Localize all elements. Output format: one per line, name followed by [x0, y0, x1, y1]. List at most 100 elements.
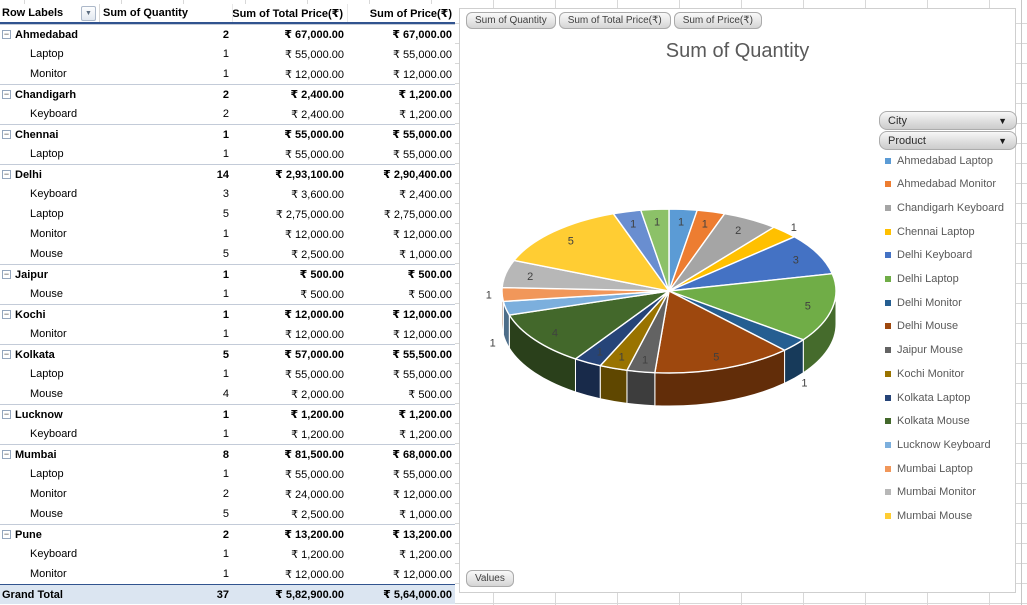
- price-cell[interactable]: ₹ 5,64,000.00: [383, 589, 452, 601]
- quantity-cell[interactable]: 1: [222, 408, 229, 421]
- total-price-cell[interactable]: ₹ 500.00: [300, 288, 344, 301]
- row-label-cell[interactable]: − Chandigarh: [0, 85, 100, 104]
- total-price-cell[interactable]: ₹ 5,82,900.00: [275, 589, 344, 601]
- total-price-cell[interactable]: ₹ 57,000.00: [284, 349, 344, 361]
- row-label-cell[interactable]: Monitor: [0, 564, 100, 584]
- field-button-sum-of-price-[interactable]: Sum of Price(₹): [673, 12, 762, 29]
- row-label-cell[interactable]: − Delhi: [0, 165, 100, 184]
- total-price-cell[interactable]: ₹ 1,200.00: [290, 409, 344, 421]
- row-label-cell[interactable]: Keyboard: [0, 184, 100, 204]
- collapse-button-icon[interactable]: −: [2, 529, 11, 539]
- quantity-cell[interactable]: 2: [222, 488, 229, 500]
- quantity-cell[interactable]: 1: [222, 368, 229, 380]
- total-price-cell[interactable]: ₹ 13,200.00: [284, 529, 344, 541]
- pie-slice-mumbai-mouse[interactable]: [513, 212, 670, 292]
- row-label-cell[interactable]: Laptop: [0, 144, 100, 164]
- quantity-cell[interactable]: 2: [222, 108, 229, 120]
- row-label-cell[interactable]: − Pune: [0, 525, 100, 544]
- legend-item[interactable]: Delhi Monitor: [885, 296, 962, 309]
- quantity-cell[interactable]: 8: [222, 448, 229, 461]
- row-label-cell[interactable]: Laptop: [0, 364, 100, 384]
- total-price-cell[interactable]: ₹ 12,000.00: [285, 228, 344, 241]
- price-cell[interactable]: ₹ 67,000.00: [392, 29, 452, 41]
- price-cell[interactable]: ₹ 12,000.00: [393, 228, 452, 241]
- total-price-cell[interactable]: ₹ 24,000.00: [285, 488, 344, 501]
- pie-slice-pune-monitor[interactable]: [640, 208, 670, 292]
- price-cell[interactable]: ₹ 1,000.00: [399, 248, 452, 261]
- price-cell[interactable]: ₹ 55,000.00: [393, 468, 452, 481]
- collapse-button-icon[interactable]: −: [2, 349, 11, 359]
- quantity-cell[interactable]: 2: [222, 528, 229, 541]
- total-price-cell[interactable]: ₹ 12,000.00: [285, 568, 344, 581]
- price-cell[interactable]: ₹ 500.00: [407, 269, 452, 281]
- quantity-cell[interactable]: 5: [222, 348, 229, 361]
- total-price-cell[interactable]: ₹ 2,75,000.00: [275, 208, 344, 221]
- row-label-cell[interactable]: Monitor: [0, 64, 100, 84]
- pie-slice-kolkata-mouse[interactable]: [508, 290, 670, 360]
- total-price-cell[interactable]: ₹ 1,200.00: [291, 428, 344, 441]
- pie-slice-delhi-mouse[interactable]: [654, 290, 786, 374]
- total-price-cell[interactable]: ₹ 2,93,100.00: [275, 169, 344, 181]
- legend-item[interactable]: Lucknow Keyboard: [885, 438, 991, 451]
- total-price-cell[interactable]: ₹ 2,500.00: [291, 508, 344, 521]
- total-price-cell[interactable]: ₹ 67,000.00: [284, 29, 344, 41]
- collapse-button-icon[interactable]: −: [2, 409, 11, 419]
- total-price-cell[interactable]: ₹ 12,000.00: [285, 328, 344, 341]
- price-cell[interactable]: ₹ 12,000.00: [393, 488, 452, 501]
- quantity-cell[interactable]: 2: [222, 88, 229, 101]
- price-cell[interactable]: ₹ 12,000.00: [393, 568, 452, 581]
- row-label-cell[interactable]: Monitor: [0, 324, 100, 344]
- row-label-cell[interactable]: − Kochi: [0, 305, 100, 324]
- row-label-cell[interactable]: − Chennai: [0, 125, 100, 144]
- quantity-cell[interactable]: 1: [222, 128, 229, 141]
- values-field-button[interactable]: Values: [466, 570, 514, 587]
- quantity-cell[interactable]: 1: [222, 68, 229, 80]
- row-label-cell[interactable]: Keyboard: [0, 544, 100, 564]
- legend-item[interactable]: Mumbai Laptop: [885, 462, 973, 475]
- price-cell[interactable]: ₹ 500.00: [408, 388, 452, 401]
- legend-item[interactable]: Delhi Laptop: [885, 273, 959, 286]
- row-label-cell[interactable]: − Ahmedabad: [0, 25, 100, 44]
- field-button-sum-of-total-price-[interactable]: Sum of Total Price(₹): [558, 12, 671, 29]
- row-label-cell[interactable]: Grand Total: [0, 585, 100, 604]
- price-cell[interactable]: ₹ 55,000.00: [393, 148, 452, 161]
- row-label-cell[interactable]: Monitor: [0, 224, 100, 244]
- quantity-cell[interactable]: 1: [222, 548, 229, 560]
- total-price-cell[interactable]: ₹ 2,500.00: [291, 248, 344, 261]
- total-price-cell[interactable]: ₹ 81,500.00: [284, 449, 344, 461]
- total-price-cell[interactable]: ₹ 55,000.00: [285, 148, 344, 161]
- row-label-cell[interactable]: Mouse: [0, 384, 100, 404]
- collapse-button-icon[interactable]: −: [2, 309, 11, 319]
- quantity-cell[interactable]: 1: [222, 148, 229, 160]
- total-price-cell[interactable]: ₹ 55,000.00: [285, 468, 344, 481]
- total-price-cell[interactable]: ₹ 500.00: [299, 269, 344, 281]
- legend-item[interactable]: Delhi Keyboard: [885, 249, 972, 262]
- quantity-cell[interactable]: 2: [222, 28, 229, 41]
- collapse-button-icon[interactable]: −: [2, 169, 11, 179]
- price-cell[interactable]: ₹ 68,000.00: [392, 449, 452, 461]
- quantity-cell[interactable]: 1: [222, 288, 229, 300]
- price-cell[interactable]: ₹ 55,500.00: [392, 349, 452, 361]
- row-label-cell[interactable]: Mouse: [0, 244, 100, 264]
- legend-item[interactable]: Mumbai Monitor: [885, 486, 976, 499]
- row-label-cell[interactable]: − Lucknow: [0, 405, 100, 424]
- total-price-cell[interactable]: ₹ 55,000.00: [285, 48, 344, 61]
- quantity-cell[interactable]: 1: [222, 568, 229, 580]
- quantity-cell[interactable]: 4: [222, 388, 229, 400]
- row-label-cell[interactable]: Monitor: [0, 484, 100, 504]
- price-cell[interactable]: ₹ 1,200.00: [398, 89, 452, 101]
- total-price-cell[interactable]: ₹ 2,400.00: [291, 108, 344, 121]
- legend-item[interactable]: Delhi Mouse: [885, 320, 958, 333]
- legend-item[interactable]: Jaipur Mouse: [885, 344, 963, 357]
- row-label-cell[interactable]: Keyboard: [0, 104, 100, 124]
- quantity-cell[interactable]: 1: [222, 468, 229, 480]
- row-label-cell[interactable]: Mouse: [0, 504, 100, 524]
- row-label-cell[interactable]: − Mumbai: [0, 445, 100, 464]
- collapse-button-icon[interactable]: −: [2, 129, 11, 139]
- axis-button-city[interactable]: City ▼: [879, 111, 1017, 130]
- price-cell[interactable]: ₹ 55,000.00: [393, 48, 452, 61]
- quantity-cell[interactable]: 3: [222, 188, 229, 200]
- price-cell[interactable]: ₹ 1,200.00: [399, 108, 452, 121]
- quantity-cell[interactable]: 1: [222, 268, 229, 281]
- pie-slice-delhi-laptop[interactable]: [668, 273, 837, 341]
